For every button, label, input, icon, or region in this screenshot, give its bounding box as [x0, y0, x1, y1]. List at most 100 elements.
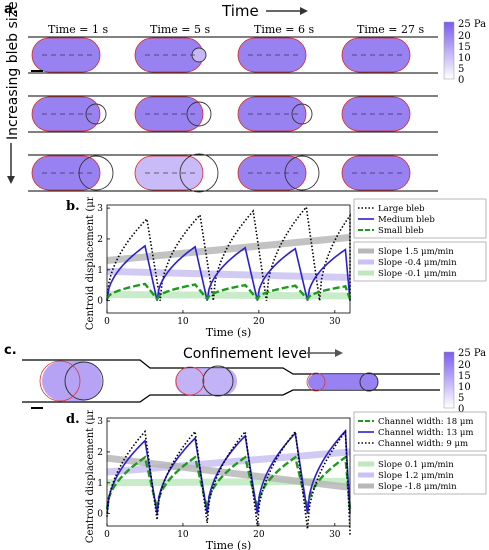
x-tick-label: 10	[177, 317, 189, 327]
trend-line	[106, 290, 351, 300]
series-line	[105, 455, 352, 510]
cell-grid	[28, 36, 438, 193]
y-axis-label: Centroid displacement (μm)	[85, 197, 96, 330]
cell-body	[135, 97, 203, 131]
panel-label: d.	[66, 412, 80, 427]
cell-medium-channel	[175, 365, 237, 397]
colorbar-tick-2: 15	[458, 42, 471, 53]
cell-narrow-channel	[306, 372, 379, 392]
x-tick-label: 30	[329, 530, 341, 540]
legend-label: Slope 1.2 μm/min	[378, 471, 454, 481]
trend-line	[106, 267, 351, 282]
confinement-label: Confinement level	[183, 346, 311, 362]
bleb-outline	[291, 103, 313, 125]
x-axis-label: Time (s)	[206, 326, 252, 339]
cell-body	[32, 156, 100, 190]
panel-a-label: a.	[4, 2, 18, 17]
time-label-2: Time = 5 s	[150, 23, 211, 36]
cell-outline	[31, 37, 101, 73]
legend-label: Slope -0.4 μm/min	[378, 258, 457, 268]
cell-body	[238, 97, 306, 131]
legend-label: Slope 0.1 μm/min	[378, 460, 454, 470]
time-label-1: Time = 1 s	[48, 23, 109, 36]
legend-label: Channel width: 9 μm	[378, 439, 468, 449]
y-tick-label: 3	[97, 204, 103, 214]
trend-line	[106, 448, 351, 476]
legend-box	[353, 241, 487, 282]
cell-outline	[237, 37, 307, 73]
colorbar-tick-1: 20	[458, 31, 471, 42]
colorbar-tick-0: 25 Pa	[458, 19, 486, 30]
series-line	[106, 205, 351, 301]
x-tick-label: 20	[253, 317, 265, 327]
colorbar-c-tick-2: 15	[458, 371, 471, 382]
y-tick-label: 1	[97, 266, 103, 276]
bleb-outline	[186, 101, 212, 127]
x-axis-label: Time (s)	[206, 539, 252, 550]
colorbar-c-tick-4: 5	[458, 393, 464, 404]
cell-outline	[134, 155, 204, 191]
legend-label: Slope -0.1 μm/min	[378, 269, 457, 279]
chart-b: b. 0 10 20 30 0 1 2 3 Time (s) Centroid displaceme…	[66, 197, 487, 339]
chart-d: d. 0 10 20 30 0 1 2 3 Time (s) Centroid displaceme…	[66, 410, 487, 550]
cell-wide-channel	[39, 360, 104, 402]
plot-frame	[106, 204, 351, 314]
time-label-3: Time = 6 s	[254, 23, 315, 36]
legend-label: Channel width: 18 μm	[378, 417, 473, 427]
cell-body	[342, 97, 410, 131]
colorbar-c	[443, 351, 455, 409]
legend-box	[353, 411, 487, 452]
x-tick-label: 0	[104, 317, 110, 327]
cell-body	[135, 156, 203, 190]
x-tick-label: 10	[177, 530, 189, 540]
row-axis-label: Increasing bleb size	[5, 1, 21, 140]
series-line	[106, 428, 351, 514]
cell-outline	[237, 155, 307, 191]
y-tick-label: 0	[97, 297, 103, 307]
legend-label: Medium bleb	[378, 215, 435, 225]
y-tick-label: 1	[97, 479, 103, 489]
series-line	[105, 282, 352, 302]
plot-frame	[106, 417, 351, 527]
x-tick-label: 0	[104, 530, 110, 540]
colorbar-c-tick-3: 10	[458, 382, 471, 393]
y-tick-label: 2	[97, 235, 103, 245]
y-tick-label: 3	[97, 417, 103, 427]
y-axis-label: Centroid displacement (μm)	[85, 410, 96, 543]
time-label-4: Time = 27 s	[357, 23, 424, 36]
legend-label: Large bleb	[378, 204, 425, 214]
series-line	[106, 429, 351, 536]
panel-a-cell-snapshots: a. Time Increasing bleb size Time = 1 s …	[4, 1, 486, 193]
time-arrow-icon	[266, 7, 308, 15]
x-tick-label: 20	[253, 530, 265, 540]
colorbar-c-tick-0: 25 Pa	[458, 348, 486, 359]
legend-label: Small bleb	[378, 226, 424, 236]
panel-c-label: c.	[4, 343, 17, 358]
legend-box	[353, 198, 487, 239]
legend-label: Slope 1.5 μm/min	[378, 247, 454, 257]
colorbar-c-tick-1: 20	[458, 360, 471, 371]
y-tick-label: 0	[97, 510, 103, 520]
time-axis-label: Time	[221, 2, 259, 20]
cell-outline	[134, 96, 204, 132]
colorbar-tick-5: 0	[458, 75, 464, 86]
colorbar-c-tick-5: 0	[458, 404, 464, 415]
legend-label: Channel width: 13 μm	[378, 428, 473, 438]
y-tick-label: 2	[97, 448, 103, 458]
cell-body	[32, 97, 100, 131]
cell-outline	[341, 96, 411, 132]
panel-c-confinement: c. Confinement level 25 Pa 20 15 10 5 0	[4, 343, 486, 415]
cell-outline	[31, 155, 101, 191]
bleb-outline	[179, 153, 219, 193]
panel-label: b.	[66, 199, 80, 214]
legend-box	[353, 454, 487, 495]
bleb-outline	[85, 103, 107, 125]
row-arrow-icon	[7, 143, 15, 184]
series-line	[106, 244, 351, 301]
cell-body	[342, 156, 410, 190]
cell-outline	[31, 96, 101, 132]
legend-label: Slope -1.8 μm/min	[378, 482, 457, 492]
cell-body	[135, 38, 203, 72]
confinement-arrow-icon	[307, 349, 343, 357]
cell-outline	[341, 155, 411, 191]
